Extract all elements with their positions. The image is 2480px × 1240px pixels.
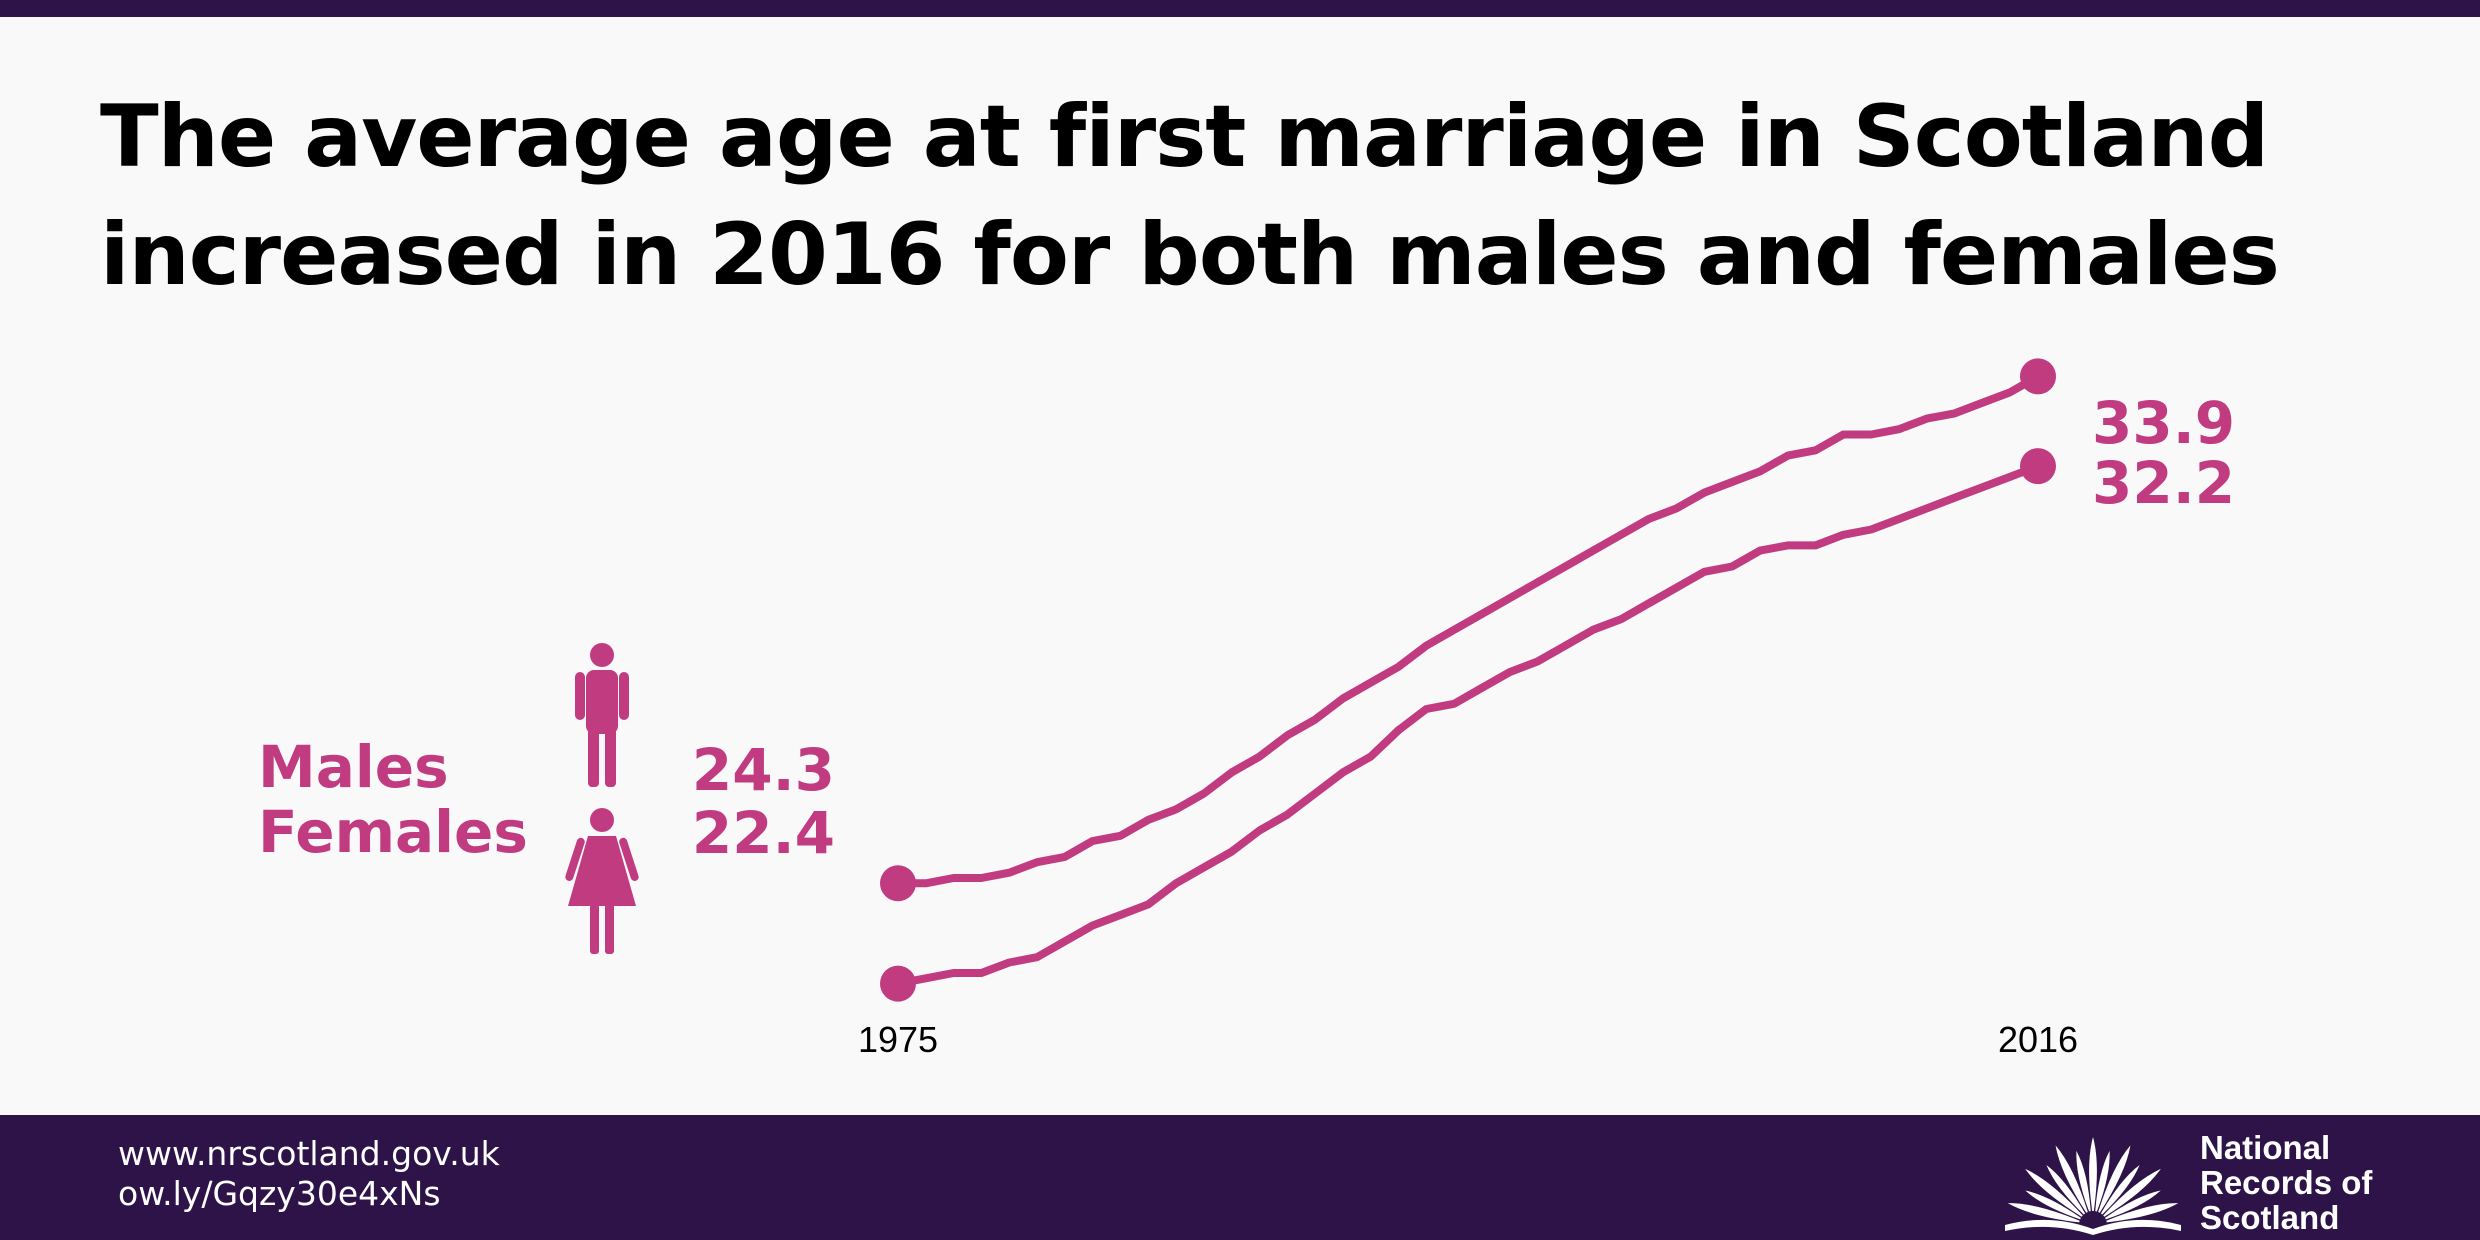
logo-ray: [2095, 1150, 2110, 1212]
brand-line-3: Scotland: [2200, 1199, 2340, 1236]
logo-ray: [2007, 1203, 2080, 1223]
legend-females-label: Females: [258, 798, 528, 866]
logo-ray: [2025, 1190, 2081, 1220]
top-accent-bar: [0, 0, 2480, 17]
logo-ray: [2098, 1145, 2131, 1213]
logo-ray: [2106, 1203, 2179, 1223]
logo-ray: [2025, 1168, 2083, 1217]
series-layer: [880, 358, 2056, 1002]
males-end-value-label: 33.9: [2092, 389, 2235, 457]
short-link[interactable]: ow.ly/Gqzy30e4xNs: [118, 1174, 441, 1213]
male-figure-icon: [575, 643, 629, 787]
footer-bar: www.nrscotland.gov.uk ow.ly/Gqzy30e4xNs …: [0, 1115, 2480, 1240]
legend-males-label: Males: [258, 733, 449, 801]
males-point-1975: [880, 865, 916, 902]
logo-ray: [2103, 1168, 2161, 1217]
logo-ray: [2100, 1164, 2140, 1215]
x-tick-label-1975: 1975: [858, 1019, 938, 1060]
x-tick-label-2016: 2016: [1998, 1019, 2078, 1060]
brand-line-2: Records of: [2200, 1164, 2373, 1201]
line-chart: 1975 2016 24.3 22.4 33.9 32.2: [565, 358, 2235, 1060]
males-start-value-label: 24.3: [692, 736, 835, 804]
female-figure-icon: [565, 808, 639, 954]
logo-ray: [2089, 1137, 2097, 1212]
nrs-open-book-sunburst-logo: [2005, 1137, 2181, 1235]
females-end-value-label: 32.2: [2092, 449, 2235, 517]
brand-line-1: National: [2200, 1129, 2331, 1166]
logo-ray: [2105, 1190, 2161, 1220]
website-link[interactable]: www.nrscotland.gov.uk: [118, 1134, 500, 1173]
females-point-2016: [2020, 448, 2056, 485]
brand-name: National Records of Scotland: [2200, 1130, 2372, 1235]
males-point-2016: [2020, 358, 2056, 395]
females-start-value-label: 22.4: [692, 799, 835, 867]
logo-ray: [2055, 1145, 2088, 1213]
logo-ray: [2076, 1150, 2091, 1212]
page-title: The average age at first marriage in Sco…: [100, 87, 2280, 305]
females-point-1975: [880, 965, 916, 1002]
logo-ray: [2046, 1164, 2086, 1215]
females-series-line: [894, 462, 2042, 988]
males-series-line: [894, 372, 2042, 888]
